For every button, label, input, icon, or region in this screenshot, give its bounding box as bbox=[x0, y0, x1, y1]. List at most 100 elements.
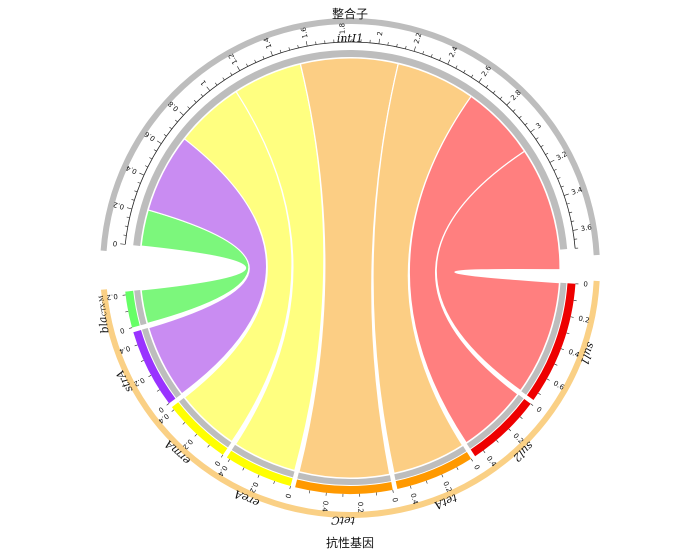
tick-label-intI1: 1.6 bbox=[300, 26, 310, 39]
track-tetC bbox=[295, 479, 393, 494]
tick-intI1 bbox=[455, 65, 458, 69]
tick-intI1 bbox=[572, 229, 578, 231]
track-sul1-inner bbox=[521, 282, 567, 395]
track-sul2-inner bbox=[466, 394, 524, 449]
tick-intI1 bbox=[512, 109, 516, 112]
tick-intI1 bbox=[179, 111, 184, 116]
tick-ereA bbox=[227, 459, 230, 462]
tick-intI1 bbox=[124, 225, 128, 227]
track-ermA bbox=[171, 402, 228, 455]
tick-ermA bbox=[182, 422, 186, 425]
ribbon-sul1 bbox=[435, 150, 561, 392]
tick-label-tetC: 0 bbox=[390, 497, 399, 503]
tick-tetA bbox=[441, 474, 444, 478]
tick-intI1 bbox=[153, 149, 157, 152]
track-sul2 bbox=[470, 398, 531, 457]
tick-intI1 bbox=[187, 106, 190, 109]
tick-tetC bbox=[392, 489, 394, 493]
tick-label-intI1: 1 bbox=[199, 78, 208, 86]
tick-strA bbox=[166, 403, 170, 406]
track-tetA-inner bbox=[394, 446, 467, 481]
tick-ermA bbox=[220, 454, 224, 458]
tick-intI1 bbox=[387, 42, 389, 46]
tick-sul2 bbox=[530, 403, 534, 406]
tick-label-sul1: 0.4 bbox=[567, 348, 581, 360]
tick-label-intI1: 2 bbox=[376, 31, 385, 36]
tick-intI1 bbox=[246, 63, 248, 67]
tick-intI1 bbox=[485, 85, 489, 88]
tick-label-intI1: 3.4 bbox=[570, 185, 584, 196]
track-ereA bbox=[226, 450, 293, 487]
tick-label-intI1: 2.2 bbox=[413, 32, 424, 45]
tick-intI1 bbox=[254, 59, 257, 63]
tick-strA bbox=[156, 389, 160, 392]
tick-sul2 bbox=[519, 416, 523, 419]
tick-intI1 bbox=[471, 74, 474, 78]
tick-label-intI1: 0 bbox=[112, 239, 117, 247]
tick-intI1 bbox=[492, 90, 496, 94]
tick-intI1 bbox=[163, 134, 167, 137]
tick-label-intI1: 1.8 bbox=[338, 23, 346, 34]
tick-intI1 bbox=[262, 56, 265, 60]
tick-label-ermA: 0 bbox=[213, 459, 222, 467]
tick-sul1 bbox=[554, 363, 558, 366]
track-ereA-inner bbox=[231, 444, 295, 478]
tick-ermA bbox=[194, 433, 198, 437]
tick-intI1 bbox=[506, 101, 511, 106]
tick-intI1 bbox=[305, 41, 308, 47]
tick-intI1 bbox=[549, 159, 555, 163]
tick-intI1 bbox=[518, 115, 522, 119]
tick-sul1 bbox=[538, 392, 541, 396]
tick-intI1 bbox=[222, 77, 225, 81]
tick-ermA bbox=[171, 409, 175, 412]
tick-intI1 bbox=[270, 50, 273, 56]
tick-tetA bbox=[410, 485, 412, 489]
tick-intI1 bbox=[126, 216, 130, 219]
track-ermA-inner bbox=[179, 397, 232, 448]
tick-strA bbox=[148, 375, 152, 378]
tick-intI1 bbox=[206, 86, 211, 91]
track-strA bbox=[133, 329, 176, 404]
group-label-integron: 整合子 bbox=[332, 6, 368, 21]
tick-strA bbox=[140, 360, 144, 362]
sector-label-blaCTX-M: blaCTX-M bbox=[92, 295, 112, 335]
tick-label-tetC: 0.2 bbox=[356, 502, 364, 513]
tick-intI1 bbox=[134, 190, 138, 193]
tick-intI1 bbox=[169, 126, 173, 130]
tick-label-strA: 0.4 bbox=[118, 344, 132, 355]
tick-label-sul1: 0.2 bbox=[578, 315, 591, 325]
tick-intI1 bbox=[137, 181, 141, 184]
tick-ereA bbox=[273, 480, 275, 484]
tick-intI1 bbox=[563, 193, 569, 196]
tick-intI1 bbox=[463, 69, 466, 73]
track-sul1 bbox=[526, 283, 576, 400]
tick-sul1 bbox=[570, 316, 574, 318]
tick-intI1 bbox=[499, 96, 503, 100]
tick-sul1 bbox=[560, 348, 565, 351]
tick-ereA bbox=[289, 485, 291, 490]
tick-label-intI1: 3.6 bbox=[580, 223, 593, 233]
tick-intI1 bbox=[524, 122, 528, 126]
sector-label-tetC: tetC bbox=[330, 514, 355, 528]
tick-tetA bbox=[425, 480, 428, 484]
tick-intI1 bbox=[530, 128, 535, 133]
tick-label-tetA: 0.4 bbox=[409, 492, 420, 505]
tick-label-tetA: 0 bbox=[472, 463, 481, 471]
tick-intI1 bbox=[131, 199, 135, 201]
tick-intI1 bbox=[230, 72, 233, 76]
tick-label-sul1: 0 bbox=[583, 280, 588, 288]
tick-tetA bbox=[456, 467, 459, 470]
tick-intI1 bbox=[478, 78, 482, 83]
tick-label-ereA: 0 bbox=[283, 493, 292, 499]
tick-intI1 bbox=[149, 157, 153, 160]
track-strA-inner bbox=[141, 327, 182, 399]
tick-intI1 bbox=[535, 137, 539, 140]
tick-sul1 bbox=[566, 332, 570, 335]
group-label-resistance-genes: 抗性基因 bbox=[326, 535, 374, 550]
tick-label-blaCTX-M: 0 bbox=[119, 326, 125, 335]
tick-label-intI1: 1.4 bbox=[262, 36, 274, 50]
tick-intI1 bbox=[557, 177, 561, 179]
tick-ereA bbox=[242, 467, 245, 471]
